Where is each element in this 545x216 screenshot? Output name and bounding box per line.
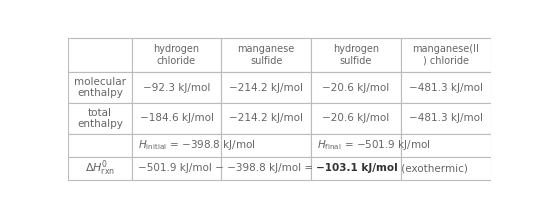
Bar	[401, 157, 490, 180]
Bar	[401, 103, 490, 134]
Bar	[311, 157, 401, 180]
Bar	[132, 72, 221, 103]
Text: manganese(II
) chloride: manganese(II ) chloride	[412, 44, 479, 66]
Bar	[68, 134, 132, 157]
Bar	[132, 38, 221, 72]
Text: $\Delta H^0_{\rm rxn}$: $\Delta H^0_{\rm rxn}$	[85, 159, 115, 178]
Text: molecular
enthalpy: molecular enthalpy	[74, 77, 126, 98]
Bar	[132, 157, 221, 180]
Text: −501.9 kJ/mol − −398.8 kJ/mol =: −501.9 kJ/mol − −398.8 kJ/mol =	[138, 163, 316, 173]
Text: hydrogen
sulfide: hydrogen sulfide	[333, 44, 379, 66]
Bar	[311, 103, 401, 134]
Bar	[68, 103, 132, 134]
Bar	[132, 103, 221, 134]
Text: −20.6 kJ/mol: −20.6 kJ/mol	[322, 113, 390, 123]
Text: −92.3 kJ/mol: −92.3 kJ/mol	[143, 83, 210, 92]
Text: manganese
sulfide: manganese sulfide	[238, 44, 295, 66]
Bar	[68, 72, 132, 103]
Bar	[311, 38, 401, 72]
Text: −20.6 kJ/mol: −20.6 kJ/mol	[322, 83, 390, 92]
Bar	[311, 72, 401, 103]
Text: hydrogen
chloride: hydrogen chloride	[154, 44, 199, 66]
Bar	[401, 38, 490, 72]
Text: −481.3 kJ/mol: −481.3 kJ/mol	[409, 83, 483, 92]
Text: −481.3 kJ/mol: −481.3 kJ/mol	[409, 113, 483, 123]
Text: $H_{\rm final}$ = −501.9 kJ/mol: $H_{\rm final}$ = −501.9 kJ/mol	[317, 138, 431, 152]
Bar	[221, 38, 311, 72]
Text: (exothermic): (exothermic)	[398, 163, 468, 173]
Bar	[311, 134, 401, 157]
Bar	[221, 134, 311, 157]
Bar	[132, 134, 221, 157]
Text: total
enthalpy: total enthalpy	[77, 108, 123, 129]
Text: −214.2 kJ/mol: −214.2 kJ/mol	[229, 83, 303, 92]
Bar	[401, 72, 490, 103]
Bar	[221, 72, 311, 103]
Bar	[221, 157, 311, 180]
Bar	[221, 103, 311, 134]
Text: −214.2 kJ/mol: −214.2 kJ/mol	[229, 113, 303, 123]
Bar	[68, 38, 132, 72]
Bar	[401, 134, 490, 157]
Bar	[68, 157, 132, 180]
Text: −103.1 kJ/mol: −103.1 kJ/mol	[316, 163, 398, 173]
Text: $H_{\rm initial}$ = −398.8 kJ/mol: $H_{\rm initial}$ = −398.8 kJ/mol	[138, 138, 256, 152]
Text: −184.6 kJ/mol: −184.6 kJ/mol	[140, 113, 214, 123]
